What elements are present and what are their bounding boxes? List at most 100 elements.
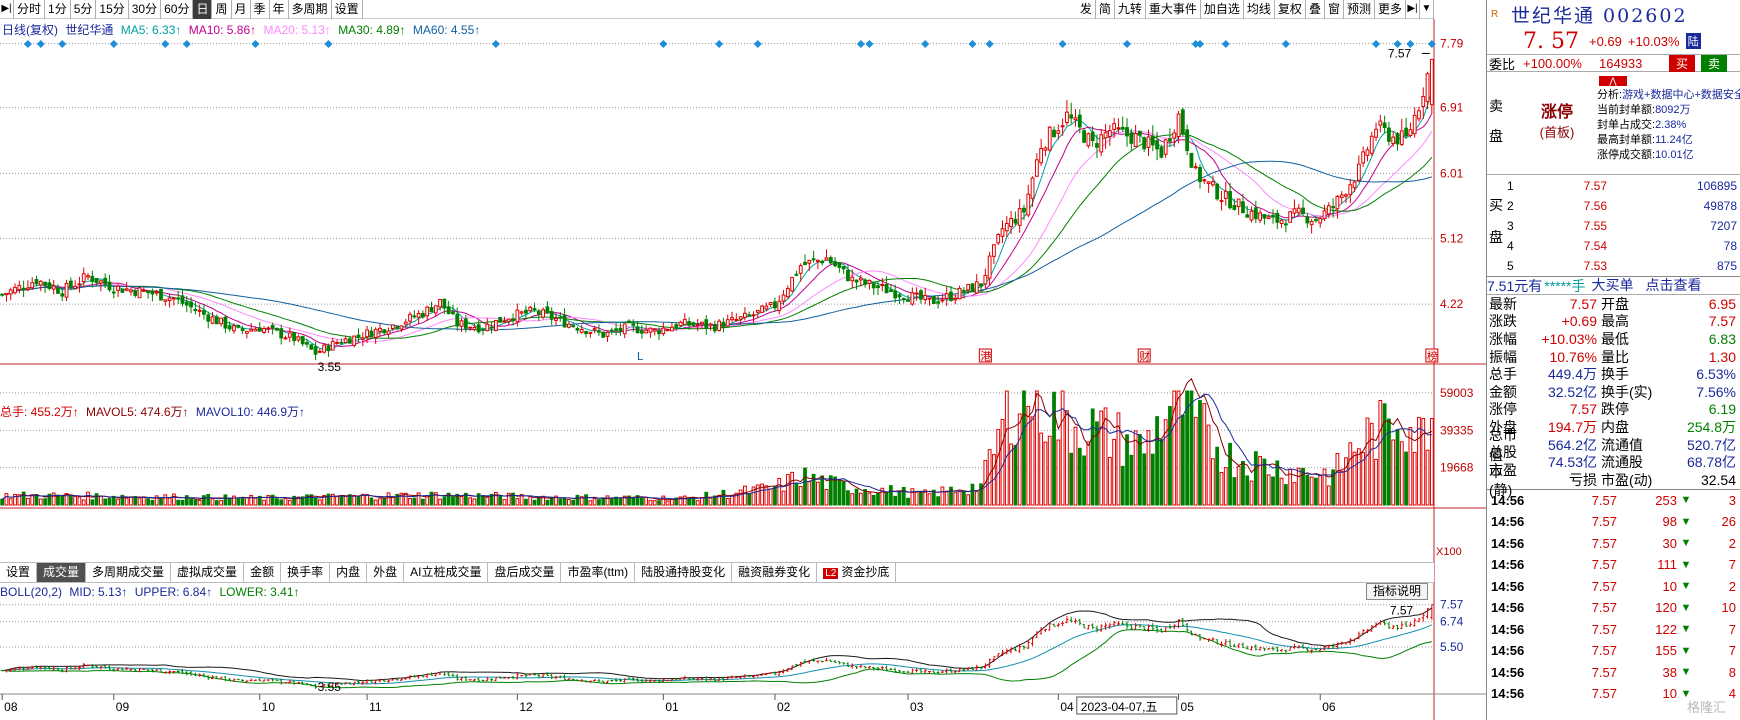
event-marker-box	[1425, 348, 1439, 363]
candle-body	[1283, 223, 1288, 226]
volume-bar	[880, 487, 885, 506]
toolbar-button[interactable]: 更多	[1375, 0, 1406, 19]
volume-bar	[824, 489, 829, 506]
indicator-tab[interactable]: 多周期成交量	[86, 563, 172, 582]
period-tab[interactable]: 季	[251, 0, 270, 19]
quote-key: 总手	[1489, 366, 1517, 383]
period-tab[interactable]: 60分	[161, 0, 194, 19]
candle-body	[1335, 195, 1340, 210]
toolbar-button[interactable]: 简	[1096, 0, 1115, 19]
bid-volume: 7207	[1710, 219, 1737, 233]
step-forward-icon[interactable]: ▶|	[1406, 0, 1420, 19]
period-tab[interactable]: 1分	[45, 0, 71, 19]
volume-bar	[463, 492, 468, 506]
indicator-help-button[interactable]: 指标说明	[1366, 583, 1428, 600]
indicator-tab[interactable]: L2 资金抄底	[817, 563, 897, 582]
view-details-link[interactable]: 点击查看	[1646, 277, 1702, 294]
bid-level-row[interactable]: 3 7.55 7207	[1507, 217, 1740, 235]
date-tick-label: 12	[519, 700, 533, 714]
bid-level-row[interactable]: 2 7.56 49878	[1507, 197, 1740, 215]
toolbar-button[interactable]: 预测	[1344, 0, 1375, 19]
candle-body	[459, 320, 464, 327]
indicator-tab[interactable]: 换手率	[281, 563, 331, 582]
candle-body	[360, 337, 365, 340]
toolbar-button[interactable]: 重大事件	[1146, 0, 1201, 19]
candle-body	[373, 328, 378, 338]
signal-diamond-icon	[985, 40, 994, 48]
bid-level-row[interactable]: 5 7.53 875	[1507, 257, 1740, 275]
volume-bar	[695, 500, 700, 506]
candle-body	[403, 321, 408, 325]
period-tab[interactable]: 多周期	[289, 0, 332, 19]
signal-diamond-icon	[856, 40, 865, 48]
sell-button[interactable]: 卖	[1701, 54, 1727, 72]
indicator-tab[interactable]: 金额	[244, 563, 282, 582]
indicator-tab[interactable]: 盘后成交量	[488, 563, 562, 582]
indicator-tab-label: 成交量	[43, 565, 80, 579]
toolbar-button[interactable]: 均线	[1244, 0, 1275, 19]
analysis-value[interactable]: 游戏+数据中心+数据安全	[1622, 89, 1740, 101]
indicator-tab-label: 融资融券变化	[738, 565, 811, 579]
indicator-tab[interactable]: 虚拟成交量	[171, 563, 245, 582]
period-tab[interactable]: 5分	[71, 0, 97, 19]
candle-body	[743, 312, 747, 318]
bid-level-row[interactable]: 4 7.54 78	[1507, 237, 1740, 255]
toolbar-button[interactable]: 发	[1077, 0, 1096, 19]
period-tab[interactable]: 设置	[332, 0, 363, 19]
toolbar-button[interactable]: 窗	[1325, 0, 1344, 19]
kline-chart[interactable]: 7.57 3.55 L 港 财 榜 7.57 3.55 7.79 6.91 6.01 5.12 4.…	[0, 19, 1486, 720]
toolbar-dropdown-icon[interactable]: ▼	[1420, 0, 1434, 19]
period-tab[interactable]: 周	[212, 0, 232, 19]
period-tab[interactable]: 日	[193, 0, 213, 19]
volume-bar	[541, 495, 546, 506]
candle-body	[476, 324, 481, 333]
indicator-tab[interactable]: 市盈率(ttm)	[561, 563, 636, 582]
period-tab[interactable]: 年	[270, 0, 289, 19]
buy-button[interactable]: 买	[1669, 54, 1695, 72]
volume-bar	[751, 486, 756, 506]
indicator-tab[interactable]: 内盘	[330, 563, 368, 582]
collapse-up-icon[interactable]: ⋀	[1599, 76, 1627, 86]
volume-bar	[236, 498, 241, 506]
period-tab[interactable]: 15分	[96, 0, 129, 19]
indicator-tab[interactable]: 融资融券变化	[732, 563, 818, 582]
tick-count: 10	[1721, 600, 1736, 616]
volume-bar	[734, 492, 739, 506]
bid-level: 4	[1507, 239, 1514, 253]
volume-bar	[26, 497, 30, 506]
candle-body	[773, 301, 777, 309]
toolbar-button[interactable]: 加自选	[1201, 0, 1244, 19]
boll-legend: BOLL(20,2) MID: 5.13↑ UPPER: 6.84↑ LOWER…	[0, 585, 304, 599]
candle-body	[1331, 206, 1336, 209]
indicator-tab[interactable]: 设置	[0, 563, 38, 582]
boll-high-label: 7.57	[1390, 604, 1414, 618]
big-order-link[interactable]: 大买单	[1592, 277, 1634, 294]
toolbar-button[interactable]: 九转	[1115, 0, 1146, 19]
toolbar-button[interactable]: 叠	[1306, 0, 1325, 19]
indicator-tab[interactable]: 外盘	[367, 563, 405, 582]
candle-body	[425, 306, 430, 317]
candle-body	[356, 334, 361, 338]
volume-bar	[566, 498, 571, 506]
candle-body	[1288, 211, 1293, 223]
indicator-tab[interactable]: AI立桩成交量	[404, 563, 489, 582]
indicator-tab[interactable]: 成交量	[37, 563, 87, 582]
bid-volume: 106895	[1696, 179, 1737, 193]
volume-bar	[438, 498, 442, 506]
period-tab[interactable]: 分时	[14, 0, 46, 19]
signal-diamond-icon	[1221, 40, 1230, 48]
period-tab[interactable]: 月	[232, 0, 251, 19]
step-back-icon[interactable]: ▶|	[0, 0, 14, 19]
tick-time: 14:56	[1491, 514, 1525, 530]
toolbar-button[interactable]: 复权	[1275, 0, 1306, 19]
period-tab[interactable]: 30分	[129, 0, 162, 19]
candle-body	[412, 315, 417, 318]
bid-level-row[interactable]: 1 7.57 106895	[1507, 177, 1740, 195]
candle-body	[820, 260, 825, 264]
tick-list[interactable]: 14:56 7.57 253 ▼ 3 14:56 7.57 98 ▼ 26 14:56 7.57 30 ▼…	[1487, 490, 1740, 705]
candle-body	[1314, 219, 1318, 222]
candle-body	[1150, 135, 1155, 146]
candle-body	[378, 327, 382, 332]
volume-bar	[760, 483, 764, 506]
indicator-tab[interactable]: 陆股通持股变化	[635, 563, 733, 582]
